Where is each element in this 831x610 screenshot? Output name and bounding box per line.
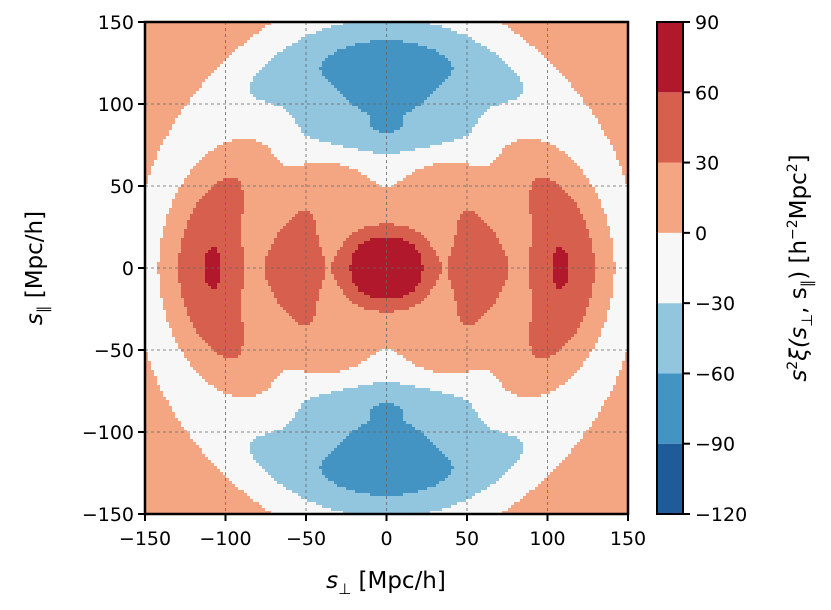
correlation-contour-chart: −150 −100 −50 0 50 100 150 −150−100−5005010015… bbox=[0, 0, 831, 610]
